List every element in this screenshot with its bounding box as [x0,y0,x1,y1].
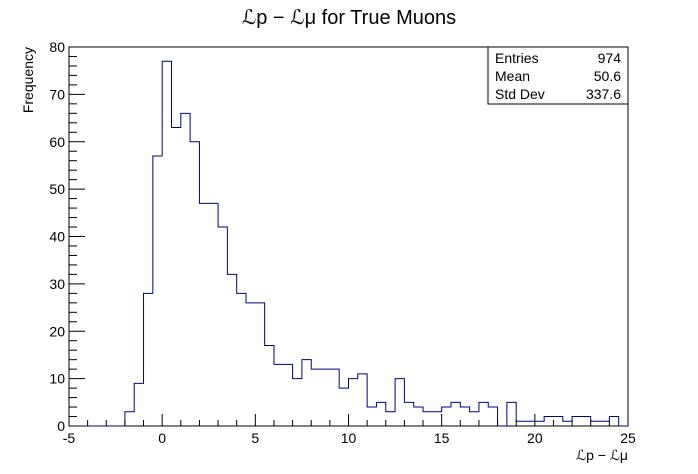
y-tick-label: 40 [49,229,65,245]
chart-title: ℒp − ℒμ for True Muons [242,7,456,29]
histogram-series-line [69,60,628,427]
x-tick-label: 20 [527,430,543,446]
stats-stddev-value: 337.6 [586,86,621,102]
stats-mean-label: Mean [495,68,530,84]
y-tick-label: 0 [57,418,65,434]
x-tick-label: 25 [620,430,636,446]
x-tick-label: 15 [434,430,450,446]
y-axis: 0 10 20 30 40 50 60 70 80 [49,39,85,434]
y-tick-label: 60 [49,134,65,150]
stats-entries-value: 974 [598,50,622,66]
x-axis: -5 0 5 10 15 20 25 [63,414,636,446]
y-tick-label: 70 [49,86,65,102]
x-tick-label: -5 [63,430,76,446]
y-axis-title: Frequency [20,47,36,113]
stats-box: Entries 974 Mean 50.6 Std Dev 337.6 [487,46,629,105]
y-tick-label: 20 [49,323,65,339]
x-tick-label: 0 [158,430,166,446]
x-axis-title: ℒp − ℒμ [576,447,628,463]
stats-stddev-label: Std Dev [495,86,545,102]
y-tick-label: 10 [49,371,65,387]
y-tick-label: 80 [49,39,65,55]
stats-mean-value: 50.6 [594,68,621,84]
y-tick-label: 30 [49,276,65,292]
y-tick-label: 50 [49,181,65,197]
stats-entries-label: Entries [495,50,539,66]
stats-box-frame [487,46,629,105]
x-tick-label: 10 [341,430,357,446]
x-tick-label: 5 [251,430,259,446]
